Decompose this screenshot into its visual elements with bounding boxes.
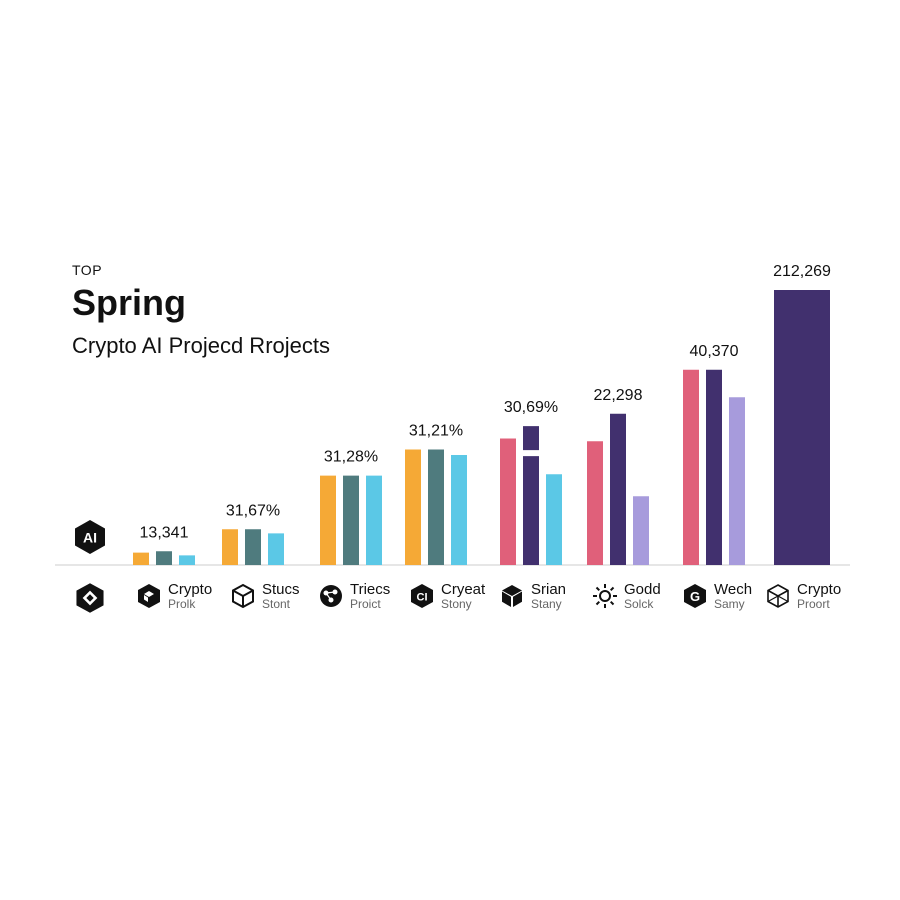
category-name: Stucs bbox=[262, 581, 300, 598]
value-label-6: 22,298 bbox=[594, 387, 643, 404]
bar-2-2 bbox=[268, 533, 284, 565]
bar-4-0 bbox=[405, 449, 421, 565]
bar-8-0 bbox=[774, 290, 830, 565]
category-sub: Solck bbox=[624, 596, 654, 611]
cube-wire-icon bbox=[765, 583, 791, 609]
category-sub: Samy bbox=[714, 596, 745, 611]
bar-1-1 bbox=[156, 551, 172, 565]
category-sub: Proict bbox=[350, 596, 381, 611]
category-name: Crypto bbox=[168, 581, 213, 598]
value-label-1: 13,341 bbox=[140, 524, 189, 541]
bar-2-0 bbox=[222, 529, 238, 565]
bar-6-0 bbox=[587, 441, 603, 565]
category-label-4: CI Cryeat Stony bbox=[409, 582, 485, 610]
category-label-5: Srian Stany bbox=[499, 582, 566, 610]
bar-2-1 bbox=[245, 529, 261, 565]
bar-4-2 bbox=[451, 455, 467, 565]
bar-3-2 bbox=[366, 475, 382, 565]
bar-5-2 bbox=[546, 474, 562, 565]
hexagon-cube-icon bbox=[136, 583, 162, 609]
cube-solid-icon bbox=[499, 583, 525, 609]
chart-subtitle: Crypto AI Projecd Rrojects bbox=[72, 333, 330, 358]
category-sub: Stont bbox=[262, 596, 291, 611]
value-label-3: 31,28% bbox=[324, 449, 378, 466]
category-name: Triecs bbox=[350, 581, 391, 598]
category-name: Wech bbox=[714, 581, 753, 598]
category-label-0 bbox=[74, 582, 106, 614]
bar-3-0 bbox=[320, 475, 336, 565]
bar-1-2 bbox=[179, 555, 195, 565]
kicker-label: TOP bbox=[72, 262, 103, 278]
bar-7-0 bbox=[683, 369, 699, 565]
category-name: Cryeat bbox=[441, 581, 486, 598]
bar-4-1 bbox=[428, 449, 444, 565]
category-name: Crypto bbox=[797, 581, 842, 598]
category-sub: Proort bbox=[797, 596, 830, 611]
hexagon-g-icon: G bbox=[682, 583, 708, 609]
category-label-8: Crypto Proort bbox=[765, 582, 841, 610]
svg-text:CI: CI bbox=[417, 592, 428, 604]
category-name: Srian bbox=[531, 581, 567, 598]
sun-icon bbox=[592, 583, 618, 609]
bar-7-2 bbox=[729, 397, 745, 565]
svg-text:G: G bbox=[690, 589, 700, 604]
category-label-2: Stucs Stont bbox=[230, 582, 300, 610]
value-label-8: 212,269 bbox=[773, 263, 831, 280]
category-sub: Stony bbox=[441, 596, 472, 611]
bar-6-2 bbox=[633, 496, 649, 565]
category-name: Godd bbox=[624, 581, 661, 598]
value-label-7: 40,370 bbox=[690, 343, 739, 360]
chart-title: Spring bbox=[72, 282, 186, 323]
bar-5-1 bbox=[523, 426, 539, 565]
category-sub: Stany bbox=[531, 596, 562, 611]
bar-3-1 bbox=[343, 475, 359, 565]
bar-5-0 bbox=[500, 438, 516, 565]
node-cluster-icon bbox=[318, 583, 344, 609]
bar-notch bbox=[523, 450, 539, 457]
bar-1-0 bbox=[133, 552, 149, 565]
category-label-7: G Wech Samy bbox=[682, 582, 752, 610]
hexagon-diamond-icon bbox=[74, 582, 106, 614]
category-label-1: Crypto Prolk bbox=[136, 582, 212, 610]
ai-hexagon-icon: AI bbox=[75, 520, 105, 554]
category-label-6: Godd Solck bbox=[592, 582, 661, 610]
ai-badge-text: AI bbox=[83, 530, 97, 546]
value-label-2: 31,67% bbox=[226, 502, 280, 519]
bar-6-1 bbox=[610, 413, 626, 565]
cube-outline-icon bbox=[230, 583, 256, 609]
value-label-5: 30,69% bbox=[504, 399, 558, 416]
bar-7-1 bbox=[706, 369, 722, 565]
hexagon-ci-icon: CI bbox=[409, 583, 435, 609]
category-label-3: Triecs Proict bbox=[318, 582, 390, 610]
value-label-4: 31,21% bbox=[409, 423, 463, 440]
category-sub: Prolk bbox=[168, 596, 196, 611]
